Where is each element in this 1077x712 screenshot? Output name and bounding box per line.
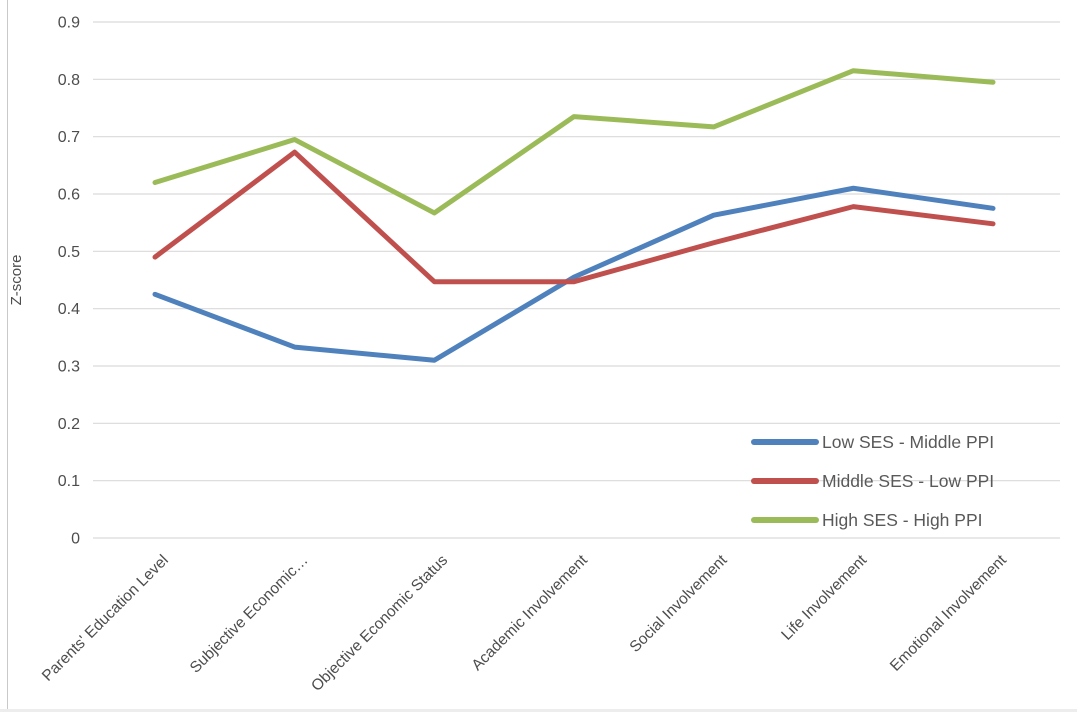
y-tick-label: 0 bbox=[71, 531, 80, 548]
y-tick-label: 0.4 bbox=[58, 301, 80, 318]
x-category-label: Subjective Economic… bbox=[187, 552, 312, 677]
y-tick-label: 0.8 bbox=[58, 72, 80, 89]
legend-label: Low SES - Middle PPI bbox=[822, 432, 994, 452]
x-category-label: Objective Economic Status bbox=[308, 552, 451, 695]
x-category-label: Emotional Involvement bbox=[887, 551, 1010, 674]
x-category-label: Life Involvement bbox=[778, 551, 870, 643]
legend-label: Middle SES - Low PPI bbox=[822, 471, 994, 491]
y-tick-label: 0.7 bbox=[58, 129, 80, 146]
series-line-high-ses-high-ppi bbox=[152, 68, 996, 216]
y-tick-label: 0.6 bbox=[58, 187, 80, 204]
page-bottom-border bbox=[0, 709, 1077, 712]
x-category-label: Parents' Education Level bbox=[39, 552, 172, 685]
series-line-low-ses-middle-ppi bbox=[152, 185, 996, 363]
y-tick-label: 0.9 bbox=[58, 15, 80, 32]
page-left-border bbox=[7, 0, 8, 712]
y-tick-label: 0.5 bbox=[58, 244, 80, 261]
legend-label: High SES - High PPI bbox=[822, 510, 982, 530]
x-category-label: Academic Involvement bbox=[469, 551, 592, 674]
y-tick-label: 0.3 bbox=[58, 359, 80, 376]
x-category-label: Social Involvement bbox=[626, 551, 731, 656]
y-tick-label: 0.1 bbox=[58, 473, 80, 490]
y-tick-label: 0.2 bbox=[58, 416, 80, 433]
series-line-middle-ses-low-ppi bbox=[152, 149, 996, 285]
y-axis-title: Z-score bbox=[8, 255, 25, 306]
